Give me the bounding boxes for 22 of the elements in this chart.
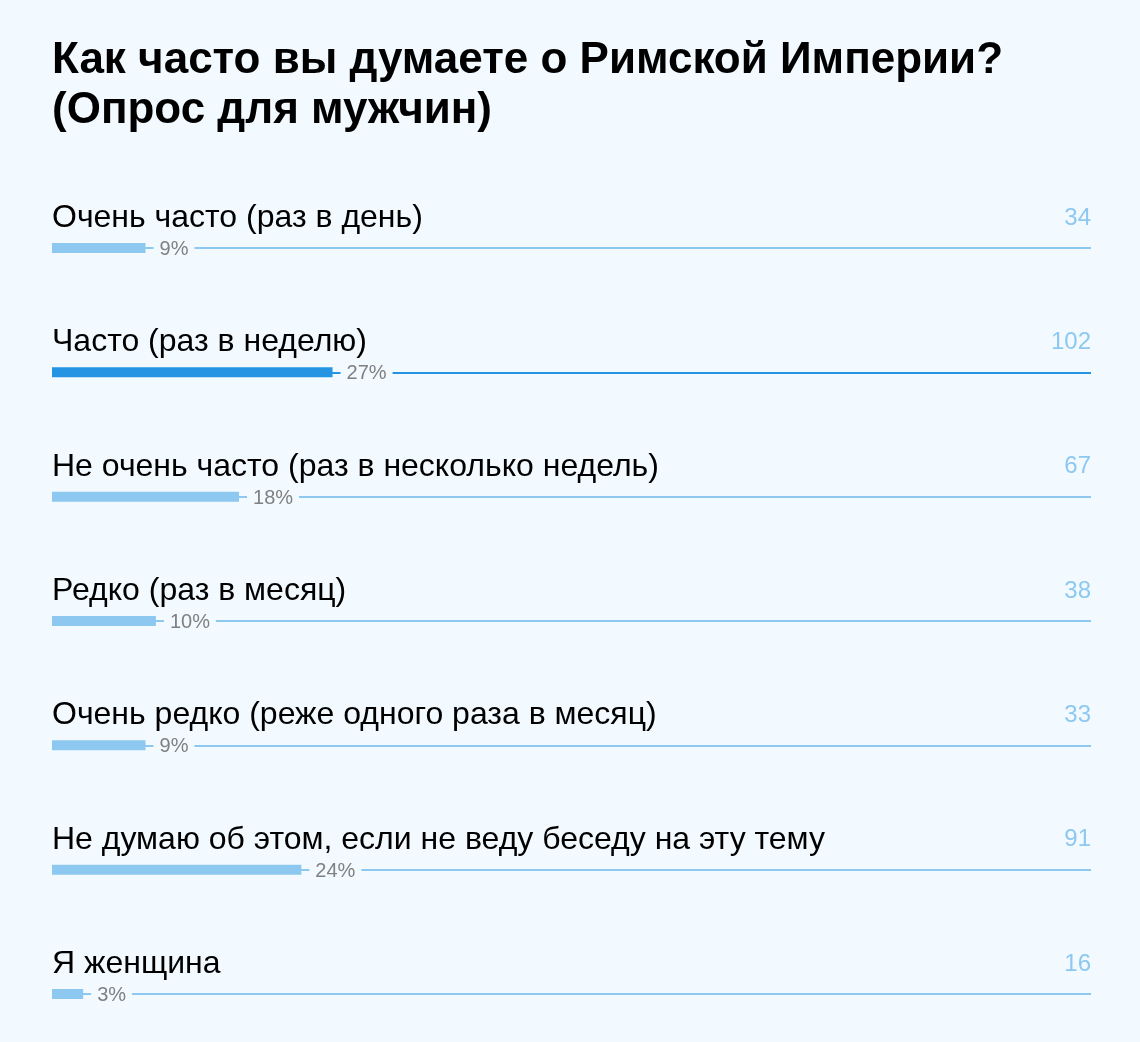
y-tick-label: Не очень часто (раз в несколько недель) xyxy=(52,446,659,483)
data-label: 27% xyxy=(346,361,387,384)
y-tick-label: Часто (раз в неделю) xyxy=(52,322,367,359)
annotation: 102 xyxy=(1050,326,1091,354)
annotation: 38 xyxy=(1064,575,1091,603)
annotation: 67 xyxy=(1064,451,1091,479)
y-tick-label: Очень часто (раз в день) xyxy=(52,198,423,234)
data-label: 24% xyxy=(315,858,356,881)
data-label: 18% xyxy=(253,485,294,508)
y-tick-label: Редко (раз в месяц) xyxy=(52,571,347,607)
annotation: 16 xyxy=(1064,948,1091,976)
data-label: 3% xyxy=(97,983,127,1005)
annotation: 91 xyxy=(1064,824,1091,852)
chart-title: Как часто вы думаете о Римской Империи? (Опрос для мужчин) xyxy=(52,32,1004,132)
data-label: 9% xyxy=(159,237,189,259)
y-tick-label: Я женщина xyxy=(52,944,221,980)
annotation: 33 xyxy=(1064,699,1091,727)
data-label: 9% xyxy=(159,734,189,757)
y-tick-label: Не думаю об этом, если не веду беседу на эту тему xyxy=(52,819,825,856)
annotation: 34 xyxy=(1064,202,1091,230)
data-label: 10% xyxy=(169,610,211,632)
y-tick-label: Очень редко (реже одного раза в месяц) xyxy=(52,695,657,732)
